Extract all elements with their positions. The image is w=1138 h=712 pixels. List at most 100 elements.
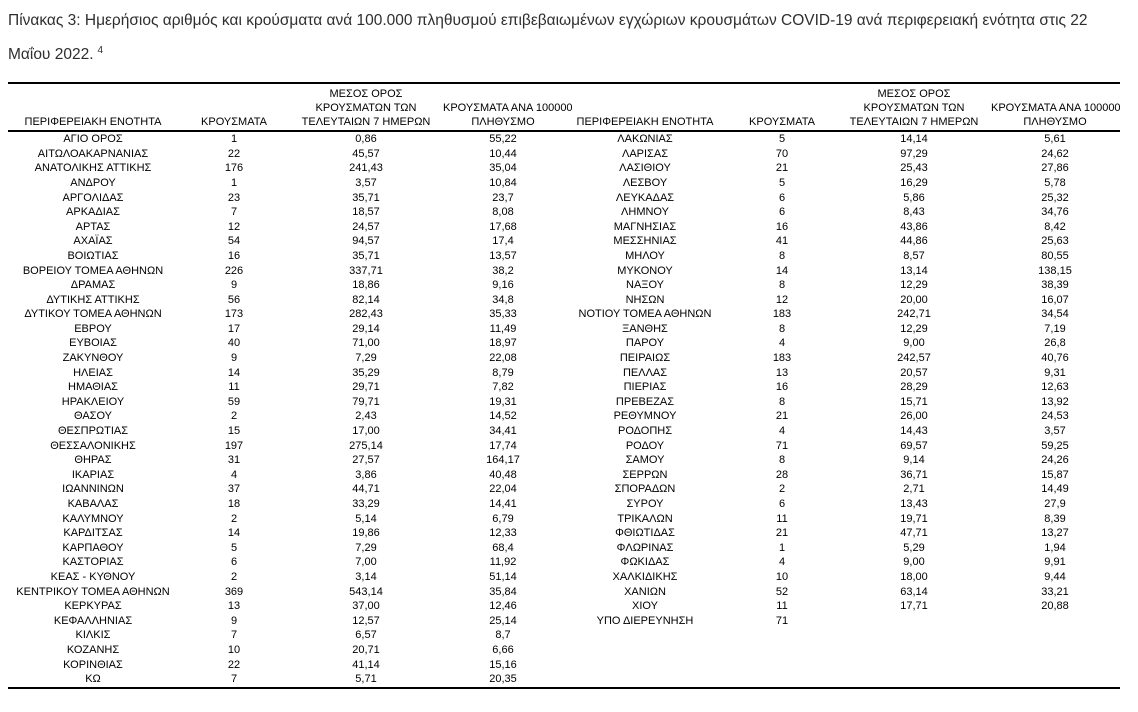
region-cell: ΚΩ [8, 672, 178, 689]
table-row: ΗΛΕΙΑΣ 14 35,29 8,79 ΠΕΛΛΑΣ 13 20,57 9,31 [8, 366, 1120, 381]
cases-cell: 18 [227, 498, 241, 510]
avg7-cell: 2,71 [903, 483, 925, 496]
cases-cell: 12 [775, 293, 789, 306]
avg7-cell: 37,00 [352, 600, 380, 613]
cases-cell: 21 [775, 527, 789, 540]
avg7-cell: 5,71 [290, 672, 442, 689]
table-row: ΑΙΤΩΛΟΑΚΑΡΝΑΝΙΑΣ 22 45,57 10,44 ΛΑΡΙΣΑΣ 70 97,… [8, 147, 1120, 162]
avg7-cell: 24,57 [352, 220, 380, 233]
per100k-cell: 19,31 [489, 395, 517, 408]
region-cell: ΑΓΙΟ ΟΡΟΣ [63, 133, 123, 146]
cases-cell: 6 [778, 206, 786, 219]
table-row: ΘΕΣΣΑΛΟΝΙΚΗΣ 197 275,14 17,74 ΡΟΔΟΥ 71 69,57 59… [8, 439, 1120, 454]
avg7-cell: 9,00 [903, 337, 925, 350]
region-cell: ΔΥΤΙΚΟΥ ΤΟΜΕΑ ΑΘΗΝΩΝ [24, 308, 162, 321]
per100k-cell: 15,16 [489, 658, 517, 671]
avg7-cell: 35,71 [352, 191, 380, 204]
avg7-cell: 13,14 [900, 264, 928, 277]
avg7-cell: 18,86 [352, 279, 380, 292]
avg7-cell: 26,00 [900, 410, 928, 423]
per100k-cell: 17,4 [492, 235, 514, 248]
region-cell: ΚΑΣΤΟΡΙΑΣ [62, 556, 124, 569]
per100k-cell: 16,07 [1041, 293, 1069, 306]
table-caption: Πίνακας 3: Ημερήσιος αριθμός και κρούσμα… [8, 6, 1116, 70]
cases-cell: 59 [227, 395, 241, 408]
table-row: ΚΕΑΣ - ΚΥΘΝΟΥ 2 3,14 51,14 ΧΑΛΚΙΔΙΚΗΣ 10 18,00… [8, 570, 1120, 585]
region-cell: ΘΕΣΣΑΛΟΝΙΚΗΣ [50, 439, 136, 452]
cases-cell: 5 [778, 176, 786, 189]
column-header-region-right: ΠΕΡΙΦΕΡΕΙΑΚΗ ΕΝΟΤΗΤΑ [564, 82, 726, 133]
per100k-cell: 12,46 [489, 600, 517, 613]
per100k-cell: 8,39 [1044, 512, 1066, 525]
per100k-cell: 13,92 [1041, 395, 1069, 408]
cases-cell: 70 [775, 147, 789, 160]
avg7-cell: 13,43 [900, 498, 928, 510]
avg7-cell: 543,14 [349, 585, 383, 598]
region-cell: ΗΡΑΚΛΕΙΟΥ [61, 395, 125, 408]
region-cell: ΡΕΘΥΜΝΟΥ [613, 410, 677, 423]
region-cell [564, 628, 726, 643]
region-cell: ΚΑΛΥΜΝΟΥ [62, 512, 124, 525]
per100k-cell: 5,78 [1044, 176, 1066, 189]
region-cell: ΣΠΟΡΑΔΩΝ [614, 483, 676, 496]
per100k-cell [990, 672, 1120, 689]
cases-cell: 37 [227, 483, 241, 496]
region-cell: ΚΕΦΑΛΛΗΝΙΑΣ [53, 614, 133, 627]
per100k-cell: 11,49 [489, 322, 517, 335]
region-cell: ΑΝΔΡΟΥ [70, 176, 116, 189]
cases-cell: 197 [224, 439, 244, 452]
region-cell: ΑΡΤΑΣ [75, 220, 111, 233]
avg7-cell: 41,14 [352, 658, 380, 671]
table-row: ΖΑΚΥΝΘΟΥ 9 7,29 22,08 ΠΕΙΡΑΙΩΣ 183 242,57 40,76 [8, 351, 1120, 366]
avg7-cell: 18,57 [352, 206, 380, 219]
avg7-cell: 63,14 [900, 585, 928, 598]
per100k-cell [990, 614, 1120, 629]
region-cell: ΗΜΑΘΙΑΣ [68, 381, 118, 394]
per100k-cell: 55,22 [489, 133, 517, 146]
per100k-cell: 1,94 [1044, 541, 1066, 554]
table-row: ΑΓΙΟ ΟΡΟΣ 1 0,86 55,22 ΛΑΚΩΝΙΑΣ 5 14,14 5,61 [8, 131, 1120, 147]
per100k-cell: 14,41 [489, 498, 517, 510]
avg7-cell: 9,14 [903, 454, 925, 467]
cases-cell: 10 [227, 643, 241, 656]
per100k-cell: 25,32 [1041, 191, 1069, 204]
region-cell: ΛΑΣΙΘΙΟΥ [619, 162, 671, 175]
avg7-cell: 19,71 [900, 512, 928, 525]
per100k-cell: 138,15 [1038, 264, 1072, 277]
per100k-cell: 34,54 [1041, 308, 1069, 321]
table-header: ΠΕΡΙΦΕΡΕΙΑΚΗ ΕΝΟΤΗΤΑ ΚΡΟΥΣΜΑΤΑ ΜΕΣΟΣ ΟΡΟΣ Κ… [8, 82, 1121, 133]
avg7-cell: 79,71 [352, 395, 380, 408]
cases-cell: 40 [227, 337, 241, 350]
avg7-cell: 17,00 [352, 425, 380, 438]
cases-cell [726, 658, 838, 673]
region-cell: ΠΑΡΟΥ [625, 337, 665, 350]
per100k-cell: 27,9 [1044, 498, 1066, 510]
region-cell: ΛΕΥΚΑΔΑΣ [615, 191, 675, 204]
table-row: ΚΕΦΑΛΛΗΝΙΑΣ 9 12,57 25,14 ΥΠΟ ΔΙΕΡΕΥΝΗΣΗ 71 [8, 614, 1120, 629]
per100k-cell: 10,44 [489, 147, 517, 160]
per100k-cell: 10,84 [489, 176, 517, 189]
table-row: ΚΙΛΚΙΣ 7 6,57 8,7 [8, 628, 1120, 643]
cases-cell: 13 [775, 366, 789, 379]
per100k-cell: 24,53 [1041, 410, 1069, 423]
avg7-cell: 29,14 [352, 322, 380, 335]
per100k-cell: 34,76 [1041, 206, 1069, 219]
cases-cell: 11 [776, 600, 788, 613]
region-cell: ΘΗΡΑΣ [74, 454, 112, 467]
region-cell: ΝΗΣΩΝ [625, 293, 665, 306]
per100k-cell: 15,87 [1041, 468, 1069, 481]
region-cell: ΛΑΡΙΣΑΣ [621, 147, 668, 160]
per100k-cell: 22,08 [489, 352, 517, 365]
region-cell: ΘΕΣΠΡΩΤΙΑΣ [57, 425, 129, 438]
per100k-cell: 9,31 [1044, 366, 1066, 379]
per100k-cell: 35,33 [489, 308, 517, 321]
covid-regional-table: ΠΕΡΙΦΕΡΕΙΑΚΗ ΕΝΟΤΗΤΑ ΚΡΟΥΣΜΑΤΑ ΜΕΣΟΣ ΟΡΟΣ Κ… [8, 82, 1121, 689]
per100k-cell: 68,4 [492, 541, 514, 554]
cases-cell: 31 [227, 454, 241, 467]
cases-cell: 1 [778, 541, 786, 554]
per100k-cell: 33,21 [1041, 585, 1069, 598]
per100k-cell: 20,88 [1041, 600, 1069, 613]
region-cell: ΧΑΝΙΩΝ [624, 585, 666, 598]
region-cell: ΠΕΙΡΑΙΩΣ [619, 352, 671, 365]
cases-cell: 5 [778, 133, 786, 146]
